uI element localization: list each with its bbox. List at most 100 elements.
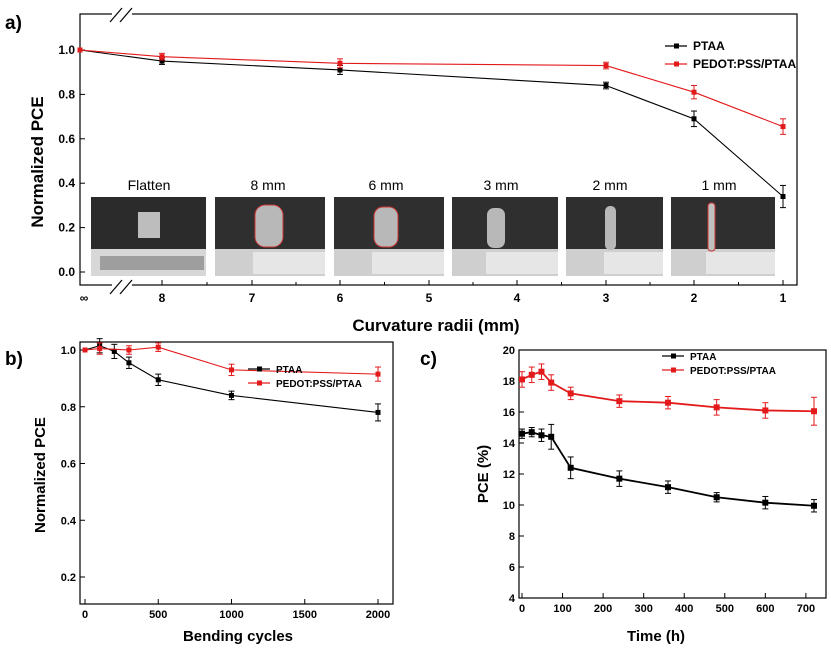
chart-c-point <box>519 376 525 383</box>
chart-c-legend-label-1: PEDOT:PSS/PTAA <box>690 366 776 377</box>
chart-a-xlabel: Curvature radii (mm) <box>352 316 519 335</box>
chart-a-point <box>603 63 609 69</box>
chart-b-ytick-label: 1.0 <box>61 345 76 357</box>
photo-2mm: 2 mm <box>566 177 663 276</box>
chart-a-point <box>691 89 697 95</box>
photo-flatten-sample <box>138 212 160 238</box>
chart-a-point <box>337 67 343 73</box>
chart-c-ytick-label: 4 <box>509 593 516 605</box>
chart-b-point <box>155 377 161 383</box>
chart-c-point <box>567 390 574 397</box>
chart-a-xtick-label: 3 <box>603 291 610 305</box>
chart-a-ytick-label: 0.6 <box>58 132 75 146</box>
chart-a-point <box>337 60 343 66</box>
chart-a-ytick-label: 0.4 <box>58 176 75 190</box>
photo-flatten: Flatten <box>91 177 206 276</box>
chart-c-point <box>811 502 817 509</box>
chart-c-point <box>616 398 623 405</box>
chart-a-break-gap-bottom <box>112 280 132 292</box>
photo-label-1mm: 1 mm <box>702 177 737 193</box>
chart-c-point <box>548 433 555 440</box>
chart-b-xtick-label: 1500 <box>293 609 317 621</box>
photo-2mm-ruler <box>604 252 663 274</box>
chart-a-point <box>603 83 609 89</box>
chart-a-break-mark <box>109 279 123 295</box>
chart-b-ytick-label: 0.8 <box>61 402 76 414</box>
chart-a-break-mark <box>109 7 123 23</box>
chart-a-legend-label-0: PTAA <box>693 39 725 53</box>
chart-c-frame <box>518 349 827 599</box>
chart-b-legend-label-1: PEDOT:PSS/PTAA <box>276 379 362 390</box>
photo-label-6mm: 6 mm <box>369 177 404 193</box>
chart-c-legend-label-0: PTAA <box>690 352 716 363</box>
chart-a-xtick-label: 2 <box>691 291 698 305</box>
chart-c-point <box>665 399 671 406</box>
chart-c-ylabel: PCE (%) <box>475 445 492 503</box>
chart-c-point <box>762 499 769 506</box>
chart-b-point <box>375 409 381 415</box>
chart-a-point <box>159 54 165 60</box>
chart-c-xtick-label: 400 <box>675 603 693 615</box>
photo-label-3mm: 3 mm <box>484 177 519 193</box>
chart-a-break-mark <box>119 279 133 295</box>
photo-label-2mm: 2 mm <box>593 177 628 193</box>
chart-a-xtick-label: 8 <box>159 291 166 305</box>
photo-3mm: 3 mm <box>452 177 558 276</box>
chart-c-point <box>538 432 545 439</box>
chart-c-ytick-label: 8 <box>509 531 515 543</box>
chart-b-point <box>229 367 234 373</box>
chart-c-xtick-label: 700 <box>797 603 815 615</box>
chart-b-xlabel: Bending cycles <box>183 628 293 645</box>
chart-b-point <box>375 371 381 377</box>
chart-c-xtick-label: 500 <box>716 603 734 615</box>
photo-6mm-sample <box>373 206 399 248</box>
chart-b-xtick-label: 1000 <box>219 609 243 621</box>
chart-c-xtick-label: 300 <box>634 603 652 615</box>
chart-b-ylabel: Normalized PCE <box>32 417 49 533</box>
chart-a-xtick-label: 5 <box>426 291 433 305</box>
photo-8mm-sample <box>254 204 284 248</box>
chart-c-point <box>713 494 720 501</box>
chart-c-ytick-label: 6 <box>509 562 515 574</box>
chart-a-series-0 <box>77 47 786 209</box>
chart-c-point <box>519 430 525 437</box>
chart-a-xtick-label: 6 <box>337 291 344 305</box>
chart-b-legend-label-0: PTAA <box>276 365 302 376</box>
photo-strip: Flatten 8 mm 6 mm 3 mm 2 <box>91 177 775 276</box>
chart-c-ytick-label: 20 <box>503 345 515 357</box>
chart-c-legend-marker-1 <box>671 367 676 373</box>
panel-label-b: b) <box>5 349 23 370</box>
photo-flatten-rail <box>100 256 204 270</box>
chart-b-xtick-label: 0 <box>82 609 88 621</box>
chart-c-xtick-label: 0 <box>519 603 525 615</box>
chart-c-xtick-label: 600 <box>756 603 774 615</box>
chart-c-point <box>567 464 574 471</box>
chart-a-ytick-label: 1.0 <box>58 43 75 57</box>
panel-label-a: a) <box>5 13 22 34</box>
chart-c-series-1-line <box>521 370 815 413</box>
panel-label-c: c) <box>420 349 437 370</box>
chart-c-xtick-label: 200 <box>594 603 612 615</box>
chart-b-point <box>126 347 132 353</box>
chart-b-point <box>155 344 161 350</box>
chart-b-ytick-label: 0.2 <box>61 572 76 584</box>
chart-b-point <box>82 347 88 353</box>
chart-b-xtick-label: 2000 <box>366 609 390 621</box>
chart-c-series-0-line <box>521 431 815 507</box>
photo-3mm-sample <box>487 208 505 248</box>
chart-a-xtick-label: ∞ <box>80 291 89 305</box>
chart-c-ytick-label: 14 <box>503 438 516 450</box>
photo-8mm-ruler <box>253 252 325 274</box>
chart-a-xtick-label: 4 <box>514 291 521 305</box>
chart-b-point <box>229 392 234 398</box>
chart-b-ytick-label: 0.4 <box>61 515 77 527</box>
chart-c-ytick-label: 12 <box>503 469 515 481</box>
chart-a-break-mark <box>119 7 133 23</box>
chart-a-series-1-line <box>79 49 784 128</box>
photo-3mm-ruler <box>486 252 558 274</box>
chart-a-ytick-label: 0.2 <box>58 221 75 235</box>
chart-a-point <box>77 47 83 53</box>
chart-a-legend-label-1: PEDOT:PSS/PTAA <box>693 57 796 71</box>
chart-b-ytick-label: 0.6 <box>61 459 76 471</box>
